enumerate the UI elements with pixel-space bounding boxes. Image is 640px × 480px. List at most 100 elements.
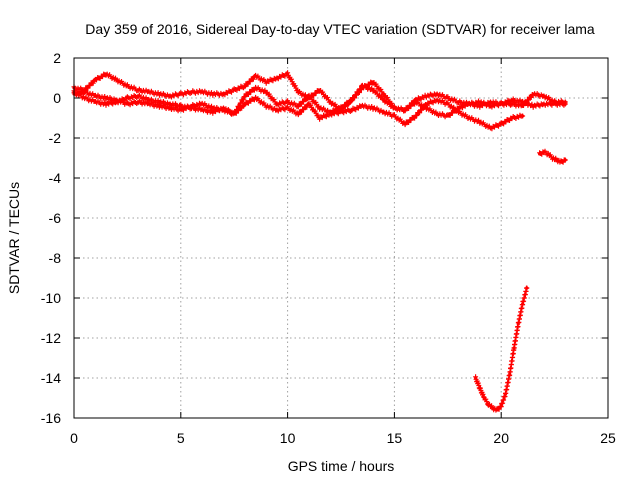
y-tick-label: -16 bbox=[41, 410, 61, 426]
data-point bbox=[371, 106, 375, 110]
data-point bbox=[243, 84, 247, 88]
data-point bbox=[392, 114, 396, 118]
data-point bbox=[307, 102, 311, 106]
data-point bbox=[542, 94, 546, 98]
data-point bbox=[200, 102, 204, 106]
y-tick-label: 0 bbox=[53, 90, 61, 106]
data-point bbox=[200, 90, 204, 94]
data-point bbox=[221, 108, 226, 112]
y-tick-label: -4 bbox=[49, 170, 62, 186]
data-point bbox=[328, 100, 332, 104]
data-point bbox=[392, 106, 396, 110]
data-point bbox=[221, 92, 226, 96]
data-point bbox=[446, 114, 450, 118]
data-point bbox=[435, 92, 439, 96]
data-point bbox=[147, 102, 151, 106]
data-point bbox=[403, 108, 407, 112]
data-point bbox=[499, 404, 503, 408]
data-point bbox=[104, 72, 108, 76]
data-point bbox=[508, 372, 512, 376]
data-point bbox=[296, 104, 300, 108]
data-point bbox=[491, 406, 495, 410]
data-point bbox=[542, 102, 546, 106]
data-point bbox=[510, 98, 514, 102]
y-tick-labels: 2 0 -2 -4 -6 -8 -10 -12 -14 -16 bbox=[41, 50, 61, 426]
data-point bbox=[559, 160, 563, 164]
data-point bbox=[136, 94, 140, 98]
data-point bbox=[286, 100, 290, 104]
data-point bbox=[435, 112, 439, 116]
data-point bbox=[414, 100, 418, 104]
data-point bbox=[456, 100, 461, 104]
y-tick-label: 2 bbox=[53, 50, 61, 66]
data-point bbox=[467, 116, 471, 120]
data-point bbox=[495, 408, 499, 412]
data-point bbox=[286, 106, 290, 110]
data-point bbox=[360, 104, 364, 108]
plot-frame bbox=[73, 57, 609, 419]
data-point bbox=[446, 96, 450, 100]
data-point bbox=[339, 106, 343, 110]
data-point bbox=[211, 92, 215, 96]
data-point bbox=[521, 100, 525, 104]
data-point bbox=[275, 76, 279, 80]
data-point bbox=[488, 126, 493, 130]
data-point bbox=[243, 102, 247, 106]
data-point bbox=[254, 86, 258, 90]
data-point bbox=[115, 78, 119, 82]
data-point bbox=[563, 102, 567, 106]
data-point bbox=[486, 402, 490, 406]
axis-ticks bbox=[73, 57, 609, 419]
data-point bbox=[264, 90, 268, 94]
chart-title: Day 359 of 2016, Sidereal Day-to-day VTE… bbox=[85, 21, 595, 37]
data-point bbox=[318, 106, 322, 110]
data-point bbox=[211, 110, 215, 114]
data-point bbox=[168, 102, 172, 106]
data-point bbox=[264, 80, 268, 84]
data-point bbox=[232, 88, 236, 92]
data-point bbox=[318, 88, 322, 92]
x-tick-label: 25 bbox=[600, 430, 616, 446]
data-point bbox=[510, 116, 514, 120]
data-point bbox=[189, 90, 194, 94]
y-tick-label: -14 bbox=[41, 370, 61, 386]
data-point bbox=[200, 108, 204, 112]
data-point bbox=[382, 98, 386, 102]
data-point bbox=[531, 104, 535, 108]
data-point bbox=[211, 106, 215, 110]
data-points bbox=[71, 70, 568, 413]
data-point bbox=[307, 94, 311, 98]
data-point bbox=[474, 376, 478, 380]
data-point bbox=[478, 104, 482, 108]
data-point bbox=[125, 96, 129, 100]
data-point bbox=[328, 110, 332, 114]
data-point bbox=[296, 112, 300, 116]
data-point bbox=[168, 106, 172, 110]
data-point bbox=[424, 94, 428, 98]
data-point bbox=[446, 102, 450, 106]
x-axis-label: GPS time / hours bbox=[288, 458, 395, 474]
data-point bbox=[286, 72, 290, 76]
data-point bbox=[382, 92, 386, 96]
data-point bbox=[499, 122, 503, 126]
data-point bbox=[83, 96, 87, 100]
x-tick-label: 5 bbox=[177, 430, 185, 446]
data-point bbox=[104, 102, 108, 106]
data-point bbox=[467, 102, 471, 106]
data-point bbox=[318, 116, 322, 120]
data-point bbox=[424, 106, 428, 110]
data-point bbox=[125, 84, 129, 88]
data-point bbox=[115, 98, 119, 102]
data-point bbox=[516, 322, 520, 326]
x-tick-label: 10 bbox=[280, 430, 296, 446]
data-point bbox=[542, 150, 546, 154]
data-point bbox=[254, 74, 258, 78]
data-point bbox=[382, 110, 386, 114]
data-point bbox=[546, 152, 550, 156]
x-tick-label: 15 bbox=[387, 430, 403, 446]
y-tick-label: -6 bbox=[49, 210, 62, 226]
x-tick-labels: 0 5 10 15 20 25 bbox=[70, 430, 616, 446]
data-point bbox=[125, 102, 129, 106]
y-tick-label: -12 bbox=[41, 330, 61, 346]
data-point bbox=[232, 112, 236, 116]
